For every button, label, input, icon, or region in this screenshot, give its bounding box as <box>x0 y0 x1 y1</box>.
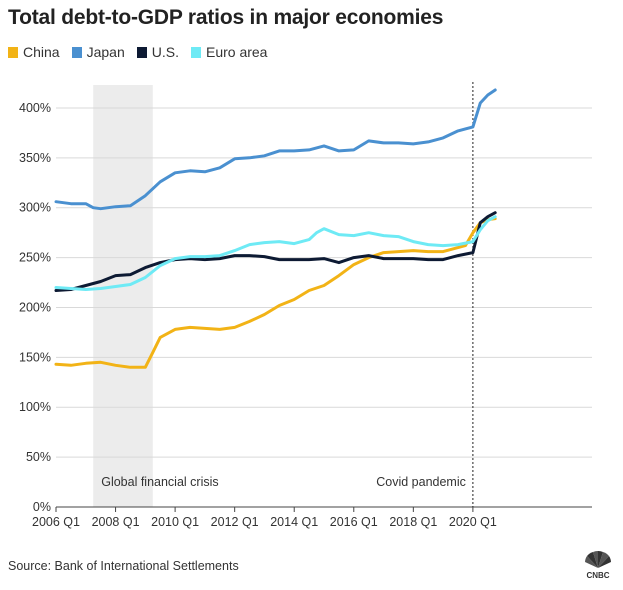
source-note: Source: Bank of International Settlement… <box>8 559 239 573</box>
legend-item-china: China <box>8 44 60 60</box>
series-line-china <box>54 217 497 369</box>
legend: China Japan U.S. Euro area <box>8 44 279 60</box>
series-line-euro-area <box>54 215 497 291</box>
y-tick-label: 400% <box>19 101 51 115</box>
crisis-shaded-region <box>93 85 153 507</box>
x-tick-label: 2008 Q1 <box>92 515 140 529</box>
y-tick-label: 150% <box>19 350 51 364</box>
x-tick-label: 2012 Q1 <box>211 515 259 529</box>
x-tick-label: 2006 Q1 <box>32 515 80 529</box>
y-tick-label: 200% <box>19 300 51 314</box>
legend-label: U.S. <box>151 44 179 60</box>
legend-swatch <box>136 46 147 58</box>
y-tick-label: 50% <box>26 450 51 464</box>
cnbc-peacock-logo: CNBC <box>585 550 611 580</box>
x-tick-label: 2014 Q1 <box>270 515 318 529</box>
y-tick-label: 0% <box>33 500 51 514</box>
x-tick-label: 2010 Q1 <box>151 515 199 529</box>
x-tick-label: 2018 Q1 <box>389 515 437 529</box>
legend-item-japan: Japan <box>71 44 125 60</box>
y-tick-label: 350% <box>19 151 51 165</box>
legend-swatch <box>71 46 82 58</box>
x-tick-label: 2020 Q1 <box>449 515 497 529</box>
y-tick-label: 300% <box>19 201 51 215</box>
legend-swatch <box>8 46 18 58</box>
y-tick-label: 250% <box>19 251 51 265</box>
legend-label: Euro area <box>205 44 268 60</box>
y-tick-label: 100% <box>19 400 51 414</box>
logo-wordmark: CNBC <box>586 571 609 580</box>
x-tick-label: 2016 Q1 <box>330 515 378 529</box>
covid-annotation-label: Covid pandemic <box>376 475 466 489</box>
legend-label: Japan <box>86 44 125 60</box>
chart-title: Total debt-to-GDP ratios in major econom… <box>8 6 444 29</box>
legend-item-euro-area: Euro area <box>190 44 268 60</box>
series-line-u-s <box>54 211 497 292</box>
series-line-japan <box>54 88 497 211</box>
crisis-annotation-label: Global financial crisis <box>101 475 218 489</box>
legend-item-u-s: U.S. <box>136 44 179 60</box>
peacock-feathers-icon <box>585 550 611 568</box>
legend-label: China <box>23 44 60 60</box>
legend-swatch <box>190 46 201 58</box>
